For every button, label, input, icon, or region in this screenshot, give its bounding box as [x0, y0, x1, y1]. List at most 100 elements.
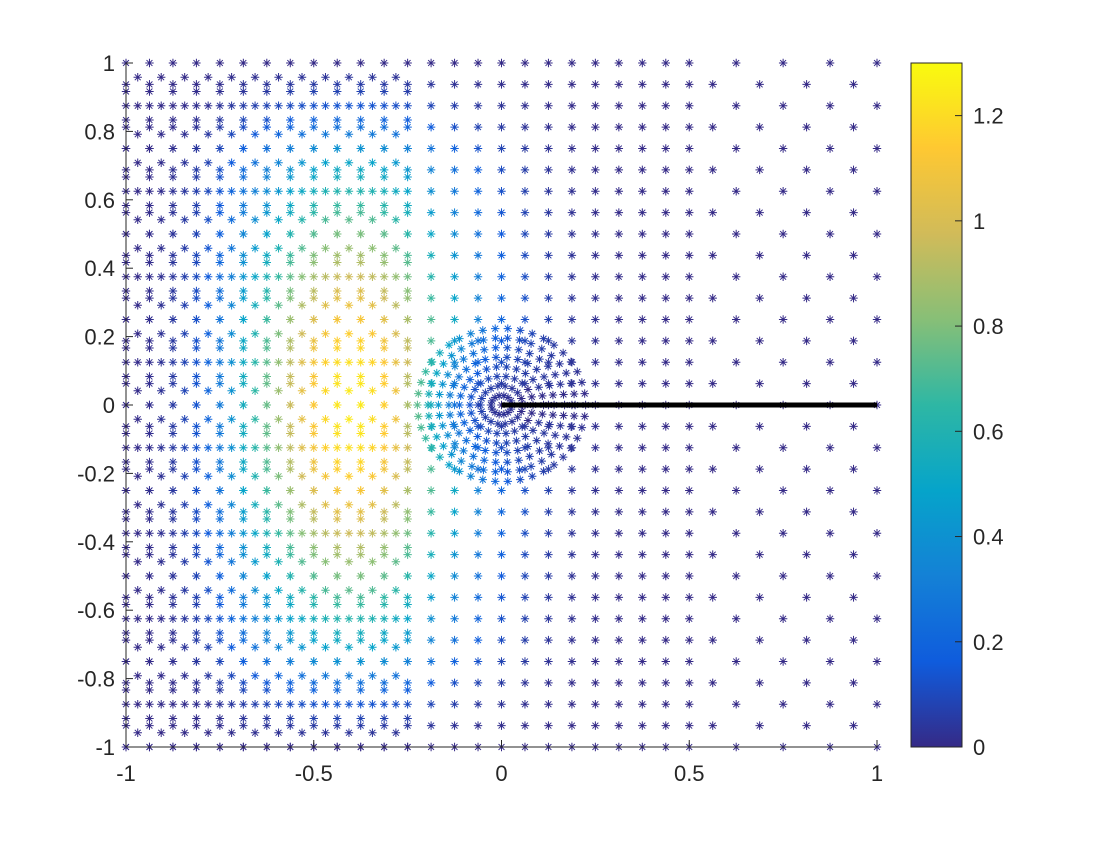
scatter-point: [492, 372, 502, 381]
scatter-point: [286, 293, 295, 303]
scatter-point: [168, 657, 178, 666]
scatter-point: [497, 507, 506, 517]
scatter-point: [333, 144, 342, 153]
scatter-point: [368, 358, 377, 367]
scatter-point: [480, 456, 489, 465]
scatter-point: [379, 721, 389, 730]
scatter-point: [215, 635, 225, 645]
colorbar-tick-label: 0.6: [973, 419, 1004, 444]
scatter-point: [427, 443, 437, 453]
scatter-point: [562, 432, 571, 442]
scatter-point: [520, 58, 530, 68]
scatter-point: [426, 58, 436, 68]
scatter-point: [849, 336, 858, 346]
scatter-point: [168, 714, 178, 723]
scatter-point: [802, 593, 811, 602]
scatter-point: [755, 422, 764, 431]
scatter-point: [403, 144, 412, 153]
scatter-point: [562, 368, 571, 378]
scatter-point: [391, 557, 401, 566]
scatter-point: [157, 557, 166, 566]
scatter-point: [755, 336, 764, 346]
scatter-point: [356, 635, 365, 645]
scatter-point: [661, 144, 670, 153]
scatter-point: [286, 635, 295, 645]
scatter-point: [379, 507, 389, 517]
scatter-point: [286, 678, 295, 688]
scatter-point: [423, 400, 433, 410]
scatter-point: [403, 229, 412, 239]
scatter-point: [825, 358, 835, 367]
scatter-points: [121, 58, 882, 752]
scatter-point: [344, 557, 354, 566]
scatter-point: [145, 251, 154, 260]
scatter-point: [708, 80, 717, 89]
scatter-point: [661, 229, 670, 239]
scatter-point: [250, 73, 260, 82]
scatter-point: [391, 472, 401, 481]
scatter-point: [872, 486, 882, 495]
scatter-point: [426, 101, 436, 110]
scatter-point: [708, 635, 717, 645]
scatter-point: [802, 251, 811, 260]
scatter-point: [487, 396, 497, 406]
scatter-point: [450, 293, 459, 303]
scatter-point: [525, 349, 534, 358]
scatter-point: [333, 293, 342, 303]
scatter-point: [133, 301, 142, 310]
scatter-point: [501, 429, 511, 438]
scatter-point: [638, 165, 647, 175]
scatter-point: [262, 543, 272, 552]
scatter-point: [825, 187, 835, 196]
scatter-point: [297, 557, 307, 566]
scatter-point: [262, 286, 272, 296]
scatter-point: [227, 215, 236, 224]
scatter-point: [286, 358, 295, 367]
scatter-point: [192, 614, 201, 623]
scatter-point: [567, 593, 577, 602]
scatter-point: [227, 272, 236, 281]
scatter-point: [473, 251, 483, 260]
scatter-point: [685, 165, 694, 175]
scatter-point: [638, 208, 647, 217]
scatter-point: [262, 614, 272, 623]
scatter-point: [368, 130, 377, 139]
scatter-point: [333, 122, 342, 132]
scatter-point: [344, 700, 354, 709]
scatter-point: [481, 388, 490, 397]
scatter-point: [614, 635, 624, 645]
scatter-point: [544, 272, 553, 281]
scatter-point: [180, 301, 189, 310]
scatter-point: [473, 208, 483, 217]
scatter-point: [638, 229, 647, 239]
scatter-point: [520, 464, 530, 474]
y-tick-label: 0.8: [84, 119, 115, 144]
scatter-point: [333, 464, 342, 474]
scatter-point: [661, 571, 670, 581]
scatter-point: [872, 272, 882, 281]
scatter-point: [450, 336, 459, 346]
scatter-point: [309, 486, 318, 495]
scatter-point: [550, 431, 560, 440]
scatter-point: [708, 507, 717, 517]
scatter-point: [567, 507, 577, 517]
scatter-point: [203, 101, 213, 110]
scatter-point: [661, 122, 670, 132]
scatter-point: [481, 355, 490, 364]
scatter-point: [180, 329, 189, 338]
scatter-point: [215, 400, 225, 410]
scatter-point: [515, 335, 524, 345]
scatter-point: [145, 336, 154, 346]
scatter-point: [403, 80, 412, 89]
scatter-point: [403, 529, 412, 538]
scatter-point: [638, 58, 647, 68]
scatter-point: [872, 101, 882, 110]
scatter-point: [239, 507, 248, 517]
scatter-point: [825, 443, 835, 452]
scatter-point: [661, 721, 670, 730]
scatter-point: [849, 379, 858, 388]
scatter-point: [309, 571, 318, 581]
scatter-point: [520, 635, 530, 645]
scatter-point: [168, 614, 178, 623]
scatter-point: [731, 614, 741, 623]
